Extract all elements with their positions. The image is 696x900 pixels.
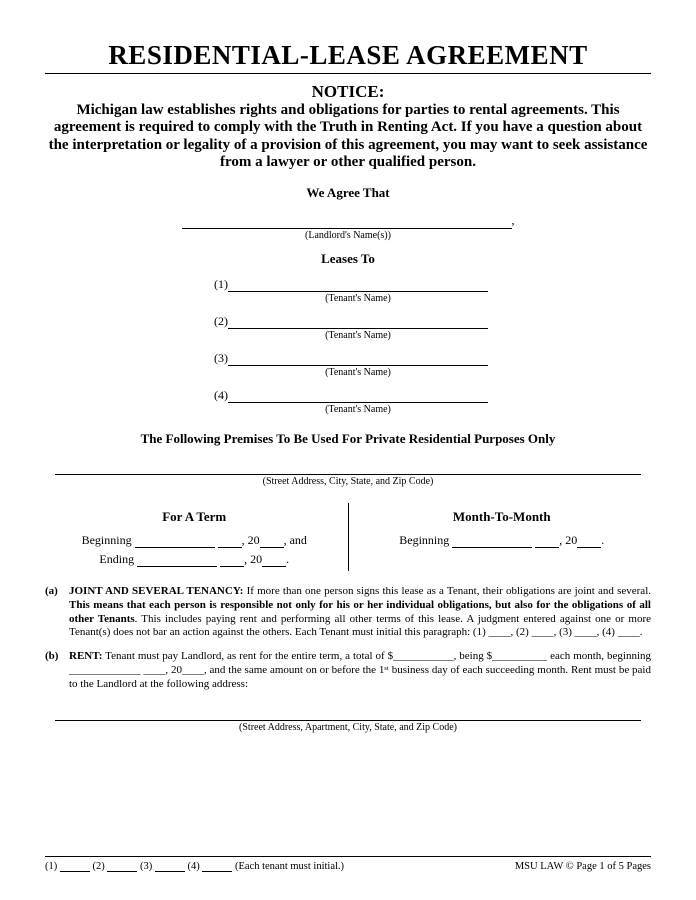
- footer-initials: (1) (2) (3) (4) (Each tenant must initia…: [45, 861, 344, 872]
- notice-body: Michigan law establishes rights and obli…: [45, 102, 651, 171]
- term-ending: Ending , 20.: [45, 552, 344, 567]
- clause-a: (a) JOINT AND SEVERAL TENANCY: If more t…: [45, 585, 651, 640]
- term-columns: For A Term Beginning , 20, and Ending , …: [45, 503, 651, 571]
- tenant-num: (3): [208, 351, 228, 366]
- tenant-row: (4) (Tenant's Name): [45, 388, 651, 415]
- tenant-row: (1) (Tenant's Name): [45, 277, 651, 304]
- clause-b: (b) RENT: Tenant must pay Landlord, as r…: [45, 650, 651, 691]
- document-title: RESIDENTIAL-LEASE AGREEMENT: [45, 40, 651, 71]
- tenant-row: (3) (Tenant's Name): [45, 351, 651, 378]
- clause-a-text1: If more than one person signs this lease…: [243, 585, 651, 597]
- tenant-label: (Tenant's Name): [45, 330, 651, 341]
- we-agree-heading: We Agree That: [45, 185, 651, 201]
- footer-page-info: MSU LAW © Page 1 of 5 Pages: [515, 861, 651, 872]
- tenant-label: (Tenant's Name): [45, 404, 651, 415]
- tenant-num: (1): [208, 277, 228, 292]
- for-a-term-col: For A Term Beginning , 20, and Ending , …: [45, 503, 344, 571]
- address-field: [55, 461, 641, 475]
- month-to-month-col: Month-To-Month Beginning , 20.: [353, 503, 652, 571]
- title-rule: [45, 73, 651, 74]
- rent-address-field: [55, 707, 641, 721]
- premises-heading: The Following Premises To Be Used For Pr…: [45, 431, 651, 447]
- for-a-term-heading: For A Term: [45, 509, 344, 525]
- notice-heading: NOTICE:: [45, 82, 651, 102]
- tenant-label: (Tenant's Name): [45, 293, 651, 304]
- landlord-field: ,: [45, 211, 651, 229]
- clause-a-title: JOINT AND SEVERAL TENANCY:: [69, 585, 243, 597]
- leases-to-heading: Leases To: [45, 251, 651, 267]
- tenant-num: (2): [208, 314, 228, 329]
- footer: (1) (2) (3) (4) (Each tenant must initia…: [45, 856, 651, 872]
- clause-a-text2: . This includes paying rent and performi…: [69, 613, 651, 639]
- month-to-month-heading: Month-To-Month: [353, 509, 652, 525]
- footer-initials-text: (Each tenant must initial.): [235, 861, 344, 872]
- landlord-label: (Landlord's Name(s)): [45, 230, 651, 241]
- tenant-num: (4): [208, 388, 228, 403]
- address-label: (Street Address, City, State, and Zip Co…: [45, 476, 651, 487]
- clause-b-title: RENT:: [69, 650, 102, 662]
- mtm-beginning: Beginning , 20.: [353, 533, 652, 548]
- clause-a-tag: (a): [45, 585, 58, 599]
- tenant-list: (1) (Tenant's Name) (2) (Tenant's Name) …: [45, 277, 651, 415]
- clause-b-tag: (b): [45, 650, 58, 664]
- rent-address-label: (Street Address, Apartment, City, State,…: [45, 722, 651, 733]
- footer-rule: [45, 856, 651, 857]
- column-divider: [348, 503, 349, 571]
- term-beginning: Beginning , 20, and: [45, 533, 344, 548]
- tenant-row: (2) (Tenant's Name): [45, 314, 651, 341]
- tenant-label: (Tenant's Name): [45, 367, 651, 378]
- clause-b-text: Tenant must pay Landlord, as rent for th…: [69, 650, 651, 690]
